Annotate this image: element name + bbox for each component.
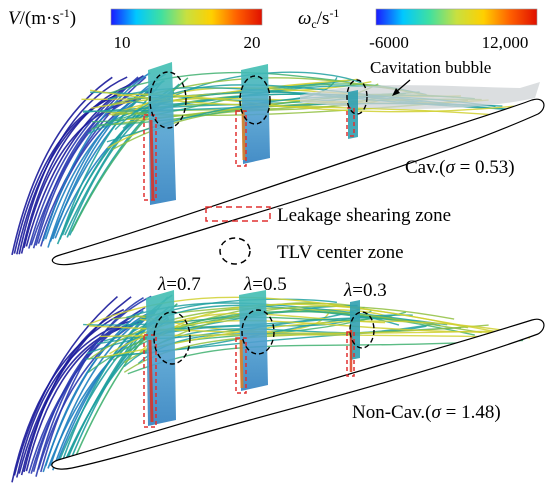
streamline	[103, 306, 365, 342]
legend-tlv-label: TLV center zone	[277, 242, 404, 263]
vorticity-colorbar: ωc/s-1 -6000 12,000	[298, 6, 538, 52]
legend-tlv-swatch	[219, 237, 251, 265]
streamline	[32, 92, 135, 249]
velocity-colorbar-gradient	[110, 8, 263, 26]
streamline	[120, 298, 337, 331]
section-label-2: λ=0.3	[343, 280, 387, 301]
legend-leakage-label: Leakage shearing zone	[277, 205, 451, 226]
blade-outline-bottom	[51, 318, 545, 470]
streamline	[56, 315, 159, 466]
streamline	[35, 97, 136, 246]
streamline	[37, 76, 147, 244]
vorticity-colorbar-gradient	[375, 8, 538, 26]
streamline	[18, 296, 132, 474]
tlv-zone-top-2	[239, 75, 271, 125]
streamline	[16, 92, 121, 255]
leakage-zone-top-2	[235, 110, 247, 167]
noncavitating-panel: λ=0.7 λ=0.5 λ=0.3 Non-Cav.(σ = 1.48)	[11, 274, 545, 483]
tlv-zone-top-1	[149, 71, 187, 129]
legend-leakage-swatch	[205, 206, 271, 222]
velocity-tick-min: 10	[114, 33, 131, 52]
section-plane-top-2	[241, 64, 270, 164]
tlv-zone-bottom-3	[349, 311, 375, 349]
section-plane-bottom-3	[349, 300, 360, 372]
legend: Leakage shearing zone TLV center zone	[205, 205, 451, 265]
cav-case-label: Cav.(σ = 0.53)	[405, 157, 515, 178]
streamline	[40, 297, 144, 473]
streamline	[23, 308, 125, 473]
streamline	[35, 295, 152, 477]
tlv-zone-bottom-2	[241, 309, 275, 355]
leakage-zone-bottom-3	[346, 331, 355, 377]
cavitation-bubble-shape	[300, 82, 540, 110]
leakage-zone-top-3	[346, 107, 355, 137]
tlv-zone-top-3	[346, 79, 368, 115]
velocity-colorbar: V/(m·s-1) 10 20	[8, 6, 263, 52]
vorticity-tick-min: -6000	[369, 33, 409, 52]
cavitation-bubble-arrowhead	[392, 88, 400, 96]
section-label-0: λ=0.7	[157, 274, 201, 295]
leakage-zone-bottom-1	[143, 334, 157, 428]
blade-outline-top	[51, 98, 545, 266]
velocity-tick-max: 20	[244, 33, 261, 52]
section-label-1: λ=0.5	[243, 274, 287, 295]
section-plane-bottom-1	[146, 290, 176, 426]
streamline	[13, 295, 118, 476]
streamline	[18, 76, 128, 255]
tlv-zone-bottom-1	[153, 311, 191, 365]
streamline	[54, 308, 158, 469]
streamline	[32, 314, 137, 472]
streamline	[42, 72, 151, 242]
vorticity-tick-max: 12,000	[482, 33, 529, 52]
section-plane-top-1	[148, 62, 176, 205]
section-plane-top-3	[348, 90, 358, 139]
vorticity-colorbar-label: ωc/s-1	[298, 6, 339, 31]
cavitation-bubble-label: Cavitation bubble	[370, 58, 491, 77]
cavitating-panel: Cavitation bubble Cav.(σ = 0.53)	[11, 58, 545, 266]
noncav-case-label: Non-Cav.(σ = 1.48)	[352, 402, 501, 423]
cavitation-bubble-arrow	[395, 79, 411, 93]
streamline	[89, 89, 531, 119]
velocity-colorbar-label: V/(m·s-1)	[8, 6, 76, 29]
leakage-zone-bottom-2	[235, 337, 247, 394]
